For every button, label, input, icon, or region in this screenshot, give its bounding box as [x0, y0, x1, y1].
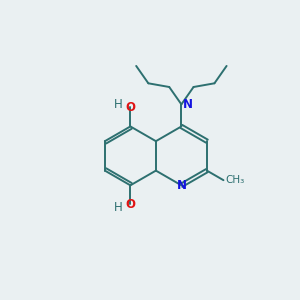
Text: H: H [114, 98, 122, 111]
Text: H: H [114, 201, 122, 214]
Text: CH₃: CH₃ [226, 175, 245, 185]
Text: O: O [125, 101, 135, 114]
Text: N: N [176, 179, 186, 192]
Text: N: N [183, 98, 193, 111]
Text: O: O [125, 198, 135, 211]
